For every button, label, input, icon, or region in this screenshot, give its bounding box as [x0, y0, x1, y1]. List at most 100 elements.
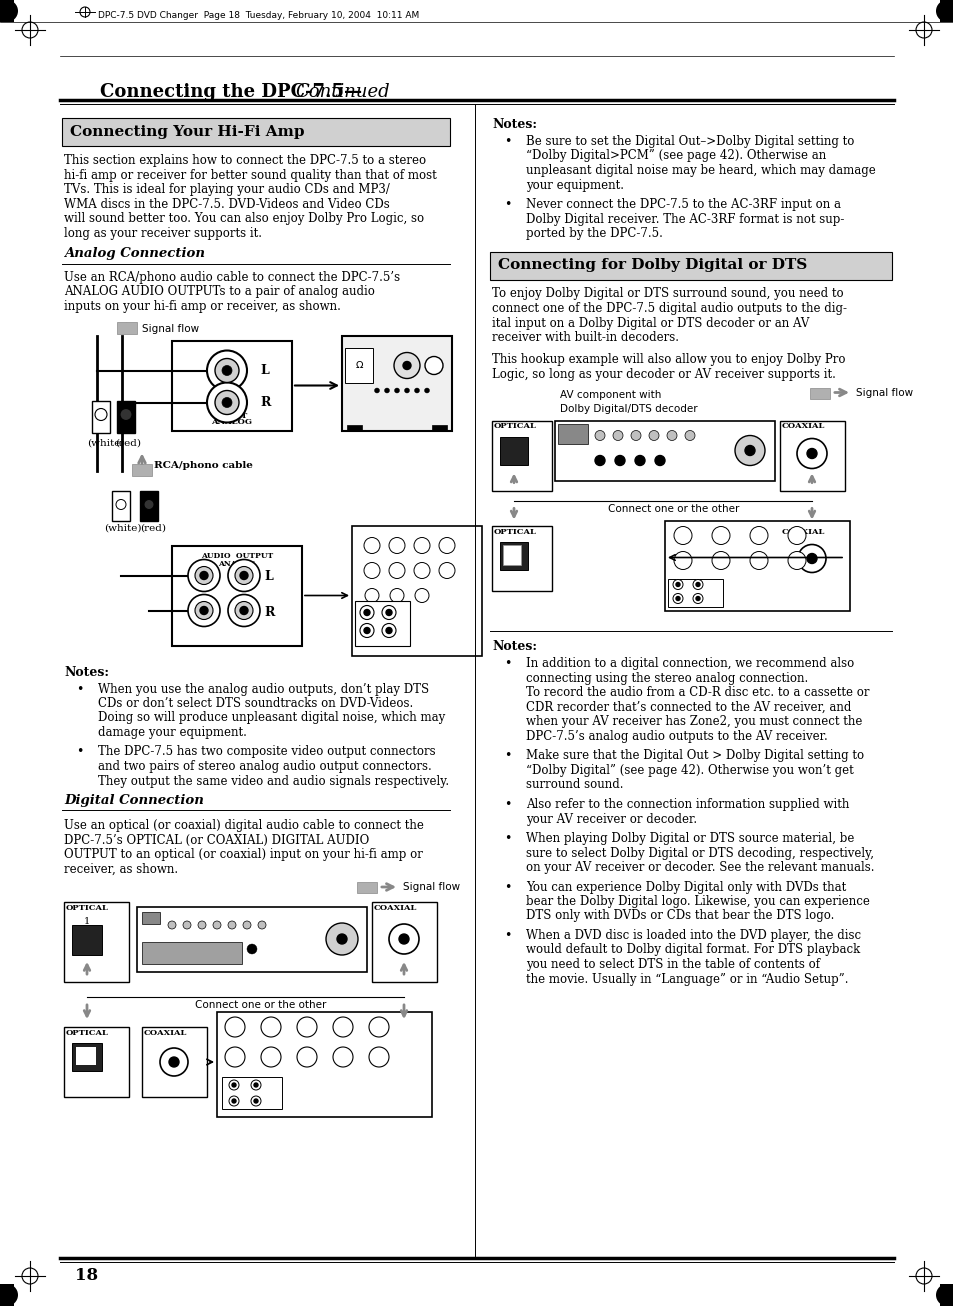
Circle shape — [375, 388, 379, 393]
Circle shape — [673, 526, 691, 545]
Text: •: • — [503, 798, 511, 811]
Circle shape — [243, 921, 251, 929]
Text: 1: 1 — [84, 917, 91, 926]
Text: Use an RCA/phono audio cable to connect the DPC-7.5’s: Use an RCA/phono audio cable to connect … — [64, 272, 399, 283]
Text: WMA discs in the DPC-7.5. DVD-Videos and Video CDs: WMA discs in the DPC-7.5. DVD-Videos and… — [64, 197, 390, 210]
Text: COAXIAL: COAXIAL — [374, 904, 416, 912]
Circle shape — [364, 627, 370, 633]
Circle shape — [364, 610, 370, 615]
Circle shape — [749, 551, 767, 569]
Text: will sound better too. You can also enjoy Dolby Pro Logic, so: will sound better too. You can also enjo… — [64, 212, 424, 225]
Circle shape — [369, 1047, 389, 1067]
Text: CDR recorder that’s connected to the AV receiver, and: CDR recorder that’s connected to the AV … — [525, 701, 850, 714]
Circle shape — [232, 1083, 235, 1087]
Text: sure to select Dolby Digital or DTS decoding, respectively,: sure to select Dolby Digital or DTS deco… — [525, 846, 873, 859]
Circle shape — [386, 610, 392, 615]
Text: inputs on your hi-fi amp or receiver, as shown.: inputs on your hi-fi amp or receiver, as… — [64, 300, 340, 313]
Bar — [492, 525, 552, 590]
Circle shape — [0, 0, 18, 22]
Text: COAXIAL: COAXIAL — [781, 528, 824, 535]
Text: Notes:: Notes: — [492, 640, 537, 653]
Text: RCA/phono cable: RCA/phono cable — [153, 461, 253, 469]
Text: Connecting the DPC-7.5—: Connecting the DPC-7.5— — [100, 84, 362, 101]
Text: Continued: Continued — [294, 84, 389, 101]
Bar — [140, 491, 158, 521]
Text: •: • — [503, 832, 511, 845]
Text: Dolby Digital/DTS decoder: Dolby Digital/DTS decoder — [559, 405, 697, 414]
Circle shape — [326, 923, 357, 955]
Bar — [117, 401, 135, 432]
Circle shape — [424, 388, 429, 393]
Circle shape — [395, 388, 399, 393]
Circle shape — [595, 456, 604, 465]
Bar — [172, 341, 292, 431]
Circle shape — [222, 397, 232, 407]
Circle shape — [692, 593, 702, 603]
Bar — [355, 601, 410, 645]
Text: connect one of the DPC-7.5 digital audio outputs to the dig-: connect one of the DPC-7.5 digital audio… — [492, 302, 846, 315]
Circle shape — [296, 1047, 316, 1067]
Circle shape — [168, 921, 175, 929]
Text: Notes:: Notes: — [492, 118, 537, 131]
Circle shape — [232, 1100, 235, 1104]
Text: •: • — [503, 135, 511, 148]
Circle shape — [438, 563, 455, 579]
Text: OPTICAL: OPTICAL — [494, 528, 537, 535]
Text: To enjoy Dolby Digital or DTS surround sound, you need to: To enjoy Dolby Digital or DTS surround s… — [492, 287, 842, 300]
Circle shape — [253, 1100, 257, 1104]
Text: When playing Dolby Digital or DTS source material, be: When playing Dolby Digital or DTS source… — [525, 832, 854, 845]
Text: damage your equipment.: damage your equipment. — [98, 726, 247, 739]
Bar — [112, 491, 130, 521]
Circle shape — [787, 526, 805, 545]
Text: AV component with: AV component with — [559, 390, 660, 401]
Text: unpleasant digital noise may be heard, which may damage: unpleasant digital noise may be heard, w… — [525, 165, 875, 178]
Circle shape — [364, 538, 379, 554]
Circle shape — [635, 456, 644, 465]
Bar — [664, 521, 849, 610]
Text: Signal flow: Signal flow — [855, 388, 912, 397]
Bar — [62, 118, 450, 146]
Circle shape — [369, 1017, 389, 1037]
Circle shape — [749, 526, 767, 545]
Circle shape — [655, 456, 664, 465]
Text: (red): (red) — [115, 439, 141, 448]
Text: •: • — [503, 657, 511, 670]
Circle shape — [116, 499, 126, 509]
Circle shape — [711, 551, 729, 569]
Text: L: L — [260, 364, 269, 377]
Circle shape — [251, 1080, 261, 1091]
Bar — [809, 388, 829, 398]
Circle shape — [666, 431, 677, 440]
Circle shape — [711, 526, 729, 545]
Text: AUDIO  OUTPUT: AUDIO OUTPUT — [201, 551, 273, 559]
Text: would default to Dolby digital format. For DTS playback: would default to Dolby digital format. F… — [525, 943, 860, 956]
Text: “Dolby Digital” (see page 42). Otherwise you won’t get: “Dolby Digital” (see page 42). Otherwise… — [525, 764, 853, 777]
Circle shape — [672, 580, 682, 589]
Circle shape — [613, 431, 622, 440]
Text: Connect one or the other: Connect one or the other — [194, 1000, 326, 1010]
Text: Signal flow: Signal flow — [142, 324, 199, 333]
Circle shape — [365, 589, 378, 602]
Text: (red): (red) — [140, 524, 166, 533]
Bar — [432, 424, 447, 431]
Circle shape — [796, 439, 826, 469]
Circle shape — [214, 359, 239, 383]
Text: This hookup example will also allow you to enjoy Dolby Pro: This hookup example will also allow you … — [492, 354, 844, 367]
Circle shape — [213, 921, 221, 929]
Circle shape — [359, 623, 374, 637]
Bar — [502, 545, 520, 564]
Text: This section explains how to connect the DPC-7.5 to a stereo: This section explains how to connect the… — [64, 154, 426, 167]
Bar — [341, 336, 452, 431]
Circle shape — [207, 383, 247, 423]
Text: ital input on a Dolby Digital or DTS decoder or an AV: ital input on a Dolby Digital or DTS dec… — [492, 316, 808, 329]
Bar — [0, 1284, 14, 1306]
Text: connecting using the stereo analog connection.: connecting using the stereo analog conne… — [525, 673, 807, 686]
Text: Notes:: Notes: — [64, 666, 109, 679]
Circle shape — [615, 456, 624, 465]
Circle shape — [169, 1057, 179, 1067]
Circle shape — [95, 409, 107, 421]
Bar — [172, 546, 302, 645]
Text: OPTICAL: OPTICAL — [66, 904, 109, 912]
Circle shape — [394, 353, 419, 379]
Text: when your AV receiver has Zone2, you must connect the: when your AV receiver has Zone2, you mus… — [525, 716, 862, 729]
